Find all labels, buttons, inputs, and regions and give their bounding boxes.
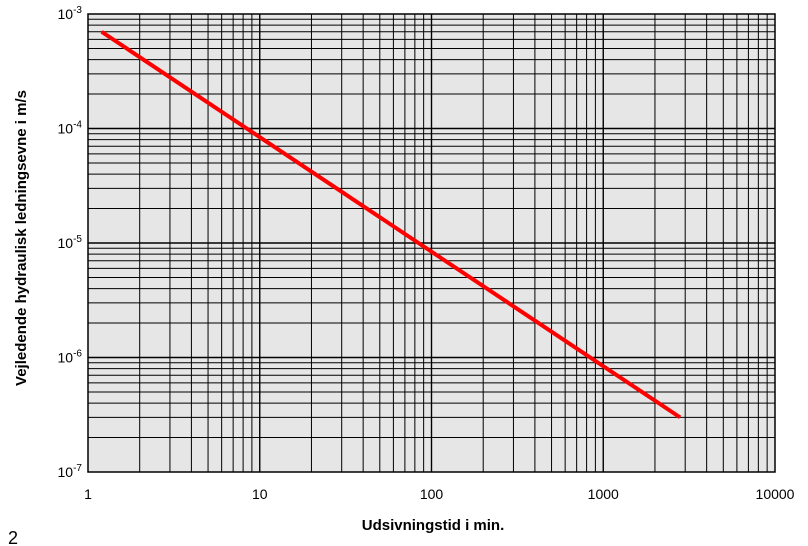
y-tick-label: 10-3 (58, 5, 83, 22)
x-tick-label: 100 (420, 486, 444, 502)
y-axis-title: Vejledende hydraulisk ledningsevne i m/s (13, 90, 30, 386)
series-group (100, 30, 682, 420)
x-tick-label: 1000 (588, 486, 619, 502)
x-axis-title: Udsivningstid i min. (362, 517, 505, 534)
y-tick-labels: 10-3 10-4 10-5 10-6 10-7 (58, 5, 83, 480)
x-tick-label: 1 (84, 486, 92, 502)
corner-label: 2 (8, 528, 18, 546)
y-tick-label: 10-5 (58, 234, 83, 251)
x-tick-label: 10000 (756, 486, 795, 502)
y-tick-label: 10-4 (58, 120, 83, 137)
plot-frame (87, 13, 776, 473)
x-tick-label: 10 (252, 486, 268, 502)
series-line-1 (100, 30, 682, 420)
y-tick-label: 10-6 (58, 349, 83, 366)
x-tick-labels: 1 10 100 1000 10000 (84, 486, 795, 502)
y-tick-label: 10-7 (58, 463, 83, 480)
